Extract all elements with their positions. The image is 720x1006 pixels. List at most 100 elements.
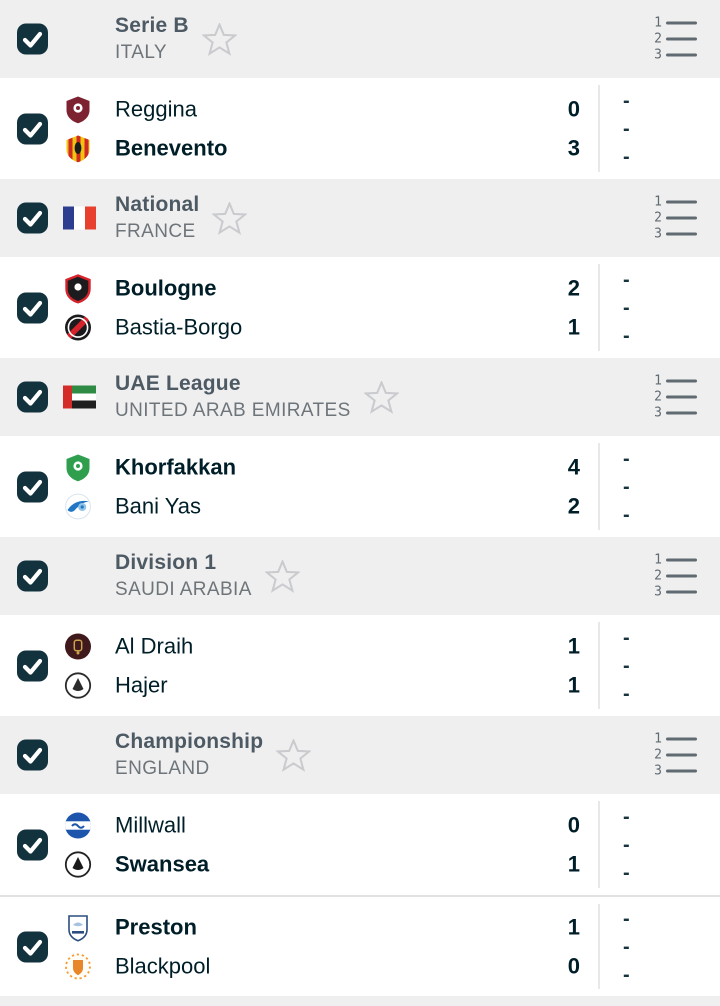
away-team-line: Benevento 3 <box>63 133 580 163</box>
odds-divider <box>598 622 600 709</box>
standings-icon[interactable]: 1 2 3 <box>652 733 697 778</box>
next-section-partial-header <box>0 996 720 1006</box>
country-name: UNITED ARAB EMIRATES <box>115 400 351 421</box>
league-name: UAE League <box>115 372 241 395</box>
home-team-line: Reggina 0 <box>63 94 580 124</box>
country-name: ITALY <box>115 42 167 63</box>
match-checkbox[interactable] <box>17 931 48 962</box>
odds-value-1: - <box>623 907 630 930</box>
league-name: National <box>115 193 200 216</box>
match-row[interactable]: Khorfakkan 4 Bani Yas 2 - - - <box>0 436 720 537</box>
match-checkbox[interactable] <box>17 113 48 144</box>
matches-list: Millwall 0 Swansea 1 - - - <box>0 794 720 996</box>
standings-icon[interactable]: 1 2 3 <box>652 196 697 241</box>
khorfakkan-logo-icon <box>63 452 93 482</box>
odds-value-x: - <box>623 296 630 319</box>
odds-value-2: - <box>623 324 630 347</box>
odds-value-2: - <box>623 861 630 884</box>
league-header[interactable]: Championship ENGLAND 1 2 3 <box>0 716 720 794</box>
league-checkbox[interactable] <box>17 23 48 55</box>
standings-icon[interactable]: 1 2 3 <box>652 17 697 62</box>
league-header[interactable]: Division 1 SAUDI ARABIA 1 2 3 <box>0 537 720 615</box>
match-row[interactable]: Reggina 0 Benevento 3 - - - <box>0 78 720 179</box>
matches-list: Boulogne 2 Bastia-Borgo 1 - - - <box>0 257 720 358</box>
standings-icon[interactable]: 1 2 3 <box>652 375 697 420</box>
match-row[interactable]: Preston 1 Blackpool 0 - - - <box>0 895 720 996</box>
benevento-logo-icon <box>63 133 93 163</box>
away-team-score: 1 <box>567 314 580 339</box>
league-checkbox[interactable] <box>17 739 48 771</box>
home-team-score: 4 <box>567 454 580 479</box>
favorite-star-icon[interactable] <box>276 739 312 773</box>
odds-column: - - - <box>623 794 630 895</box>
away-team-line: Bastia-Borgo 1 <box>63 312 580 342</box>
match-checkbox[interactable] <box>17 650 48 681</box>
away-team-score: 2 <box>567 493 580 518</box>
away-team-name: Bani Yas <box>115 493 202 518</box>
hajer-logo-icon <box>63 670 93 700</box>
league-header[interactable]: National FRANCE 1 2 3 <box>0 179 720 257</box>
matches-list: Reggina 0 Benevento 3 - - - <box>0 78 720 179</box>
match-checkbox[interactable] <box>17 471 48 502</box>
league-section: National FRANCE 1 2 3 <box>0 179 720 358</box>
league-name: Championship <box>115 730 264 753</box>
checkmark-icon <box>22 210 43 227</box>
favorite-star-icon[interactable] <box>363 381 399 415</box>
away-team-score: 1 <box>567 672 580 697</box>
away-team-name: Bastia-Borgo <box>115 314 243 339</box>
away-team-score: 1 <box>567 851 580 876</box>
away-team-name: Swansea <box>115 851 210 876</box>
checkmark-icon <box>22 747 43 764</box>
matches-list: Khorfakkan 4 Bani Yas 2 - - - <box>0 436 720 537</box>
odds-value-1: - <box>623 89 630 112</box>
favorite-star-icon[interactable] <box>264 560 300 594</box>
preston-logo-icon <box>63 912 93 942</box>
home-team-line: Millwall 0 <box>63 810 580 840</box>
odds-value-x: - <box>623 117 630 140</box>
away-team-score: 3 <box>567 135 580 160</box>
league-header[interactable]: UAE League UNITED ARAB EMIRATES 1 2 3 <box>0 358 720 436</box>
standings-icon[interactable]: 1 2 3 <box>652 554 697 599</box>
bastia-borgo-logo-icon <box>63 312 93 342</box>
odds-column: - - - <box>623 615 630 716</box>
matches-list: Al Draih 1 Hajer 1 - - - <box>0 615 720 716</box>
favorite-star-icon[interactable] <box>212 202 248 236</box>
checkmark-icon <box>22 568 43 585</box>
boulogne-logo-icon <box>63 273 93 303</box>
league-name: Division 1 <box>115 551 217 574</box>
favorite-star-icon[interactable] <box>201 23 237 57</box>
country-name: FRANCE <box>115 221 196 242</box>
odds-column: - - - <box>623 897 630 996</box>
home-team-name: Preston <box>115 914 197 939</box>
odds-divider <box>598 801 600 888</box>
bani-yas-logo-icon <box>63 491 93 521</box>
away-team-line: Swansea 1 <box>63 849 580 879</box>
home-team-name: Boulogne <box>115 275 217 300</box>
home-team-score: 2 <box>567 275 580 300</box>
match-checkbox[interactable] <box>17 829 48 860</box>
league-checkbox[interactable] <box>17 560 48 592</box>
home-team-line: Boulogne 2 <box>63 273 580 303</box>
match-row[interactable]: Millwall 0 Swansea 1 - - - <box>0 794 720 895</box>
match-row[interactable]: Al Draih 1 Hajer 1 - - - <box>0 615 720 716</box>
country-flag-icon <box>63 744 96 767</box>
country-flag-icon <box>63 565 96 588</box>
away-team-name: Benevento <box>115 135 228 160</box>
away-team-line: Bani Yas 2 <box>63 491 580 521</box>
league-checkbox[interactable] <box>17 381 48 413</box>
checkmark-icon <box>22 479 43 496</box>
country-name: SAUDI ARABIA <box>115 579 252 600</box>
away-team-score: 0 <box>567 953 580 978</box>
france-flag-icon <box>63 206 96 230</box>
league-header[interactable]: Serie B ITALY 1 2 3 <box>0 0 720 78</box>
match-checkbox[interactable] <box>17 292 48 323</box>
odds-column: - - - <box>623 436 630 537</box>
odds-value-1: - <box>623 805 630 828</box>
swansea-logo-icon <box>63 849 93 879</box>
odds-value-2: - <box>623 682 630 705</box>
home-team-score: 1 <box>567 633 580 658</box>
league-checkbox[interactable] <box>17 202 48 234</box>
match-row[interactable]: Boulogne 2 Bastia-Borgo 1 - - - <box>0 257 720 358</box>
